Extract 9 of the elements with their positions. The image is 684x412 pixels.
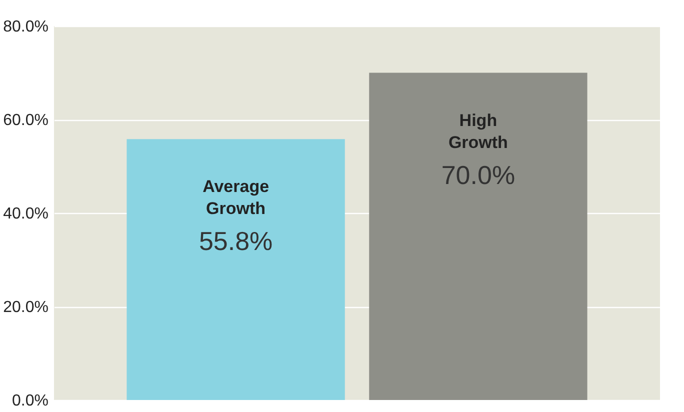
y-tick-label: 60.0% (3, 112, 48, 129)
y-tick-label: 20.0% (3, 299, 48, 316)
x-tick-label: High Growth (448, 110, 508, 152)
y-tick-label: 0.0% (12, 392, 48, 410)
y-tick-label: 80.0% (3, 18, 48, 36)
x-tick-label: Average Growth (202, 177, 270, 218)
data-label: 55.8% (198, 226, 273, 256)
data-label: 70.0% (441, 160, 516, 190)
y-tick-label: 40.0% (3, 206, 48, 222)
